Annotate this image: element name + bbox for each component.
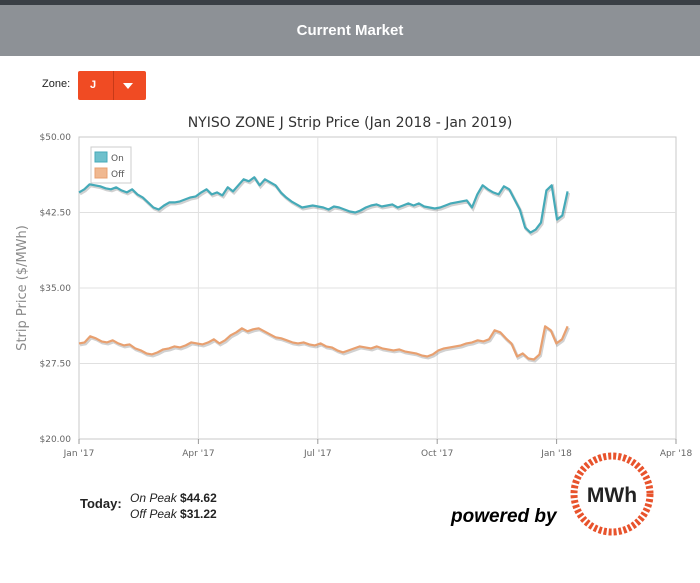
grid-lines xyxy=(79,137,676,439)
logo-text: MWh xyxy=(587,484,637,507)
legend-label-on[interactable]: On xyxy=(111,154,124,164)
page-title: Current Market xyxy=(0,5,700,56)
x-tick-label: Apr '18 xyxy=(660,449,693,459)
on-peak-value: $44.62 xyxy=(180,491,217,505)
zone-selected-value: J xyxy=(90,79,97,91)
series-line-off[interactable] xyxy=(78,325,569,361)
zone-label: Zone: xyxy=(42,78,71,90)
y-tick-label: $20.00 xyxy=(40,435,72,445)
y-tick-label: $42.50 xyxy=(40,209,72,219)
powered-by-text: powered by xyxy=(451,506,557,527)
x-tick-label: Jan '18 xyxy=(540,449,572,459)
chart-title: NYISO ZONE J Strip Price (Jan 2018 - Jan… xyxy=(188,115,513,131)
x-tick-label: Apr '17 xyxy=(182,449,214,459)
x-tick-label: Oct '17 xyxy=(421,449,453,459)
zone-select[interactable]: J xyxy=(78,71,146,100)
today-label: Today: xyxy=(80,496,122,511)
x-axis-ticks: Jan '17 Apr '17 Jul '17 Oct '17 Jan '18 Apr '… xyxy=(63,439,693,459)
y-axis-label: Strip Price ($/MWh) xyxy=(15,225,30,351)
strip-price-chart: NYISO ZONE J Strip Price (Jan 2018 - Jan… xyxy=(15,115,693,459)
caret-down-icon[interactable] xyxy=(123,83,133,89)
legend-swatch-on[interactable] xyxy=(94,151,108,163)
off-peak-value: $31.22 xyxy=(180,507,217,521)
legend-label-off[interactable]: Off xyxy=(111,170,125,180)
series-layer xyxy=(78,176,571,363)
series-line-on[interactable] xyxy=(78,176,569,234)
on-peak-label: On Peak xyxy=(130,491,177,505)
legend-swatch-off[interactable] xyxy=(94,167,108,179)
y-tick-label: $50.00 xyxy=(40,133,72,143)
y-axis-ticks: $20.00 $27.50 $35.00 $42.50 $50.00 xyxy=(40,133,72,445)
x-tick-label: Jan '17 xyxy=(63,449,95,459)
y-tick-label: $27.50 xyxy=(40,360,72,370)
top-strip xyxy=(0,0,700,5)
x-tick-label: Jul '17 xyxy=(303,449,332,459)
mwh-logo: MWh xyxy=(570,452,654,536)
zone-divider xyxy=(113,71,114,100)
off-peak-row: Off Peak $31.22 xyxy=(130,507,217,521)
off-peak-label: Off Peak xyxy=(130,507,177,521)
chart-legend: On Off xyxy=(90,146,132,184)
on-peak-row: On Peak $44.62 xyxy=(130,491,217,505)
y-tick-label: $35.00 xyxy=(40,284,72,294)
